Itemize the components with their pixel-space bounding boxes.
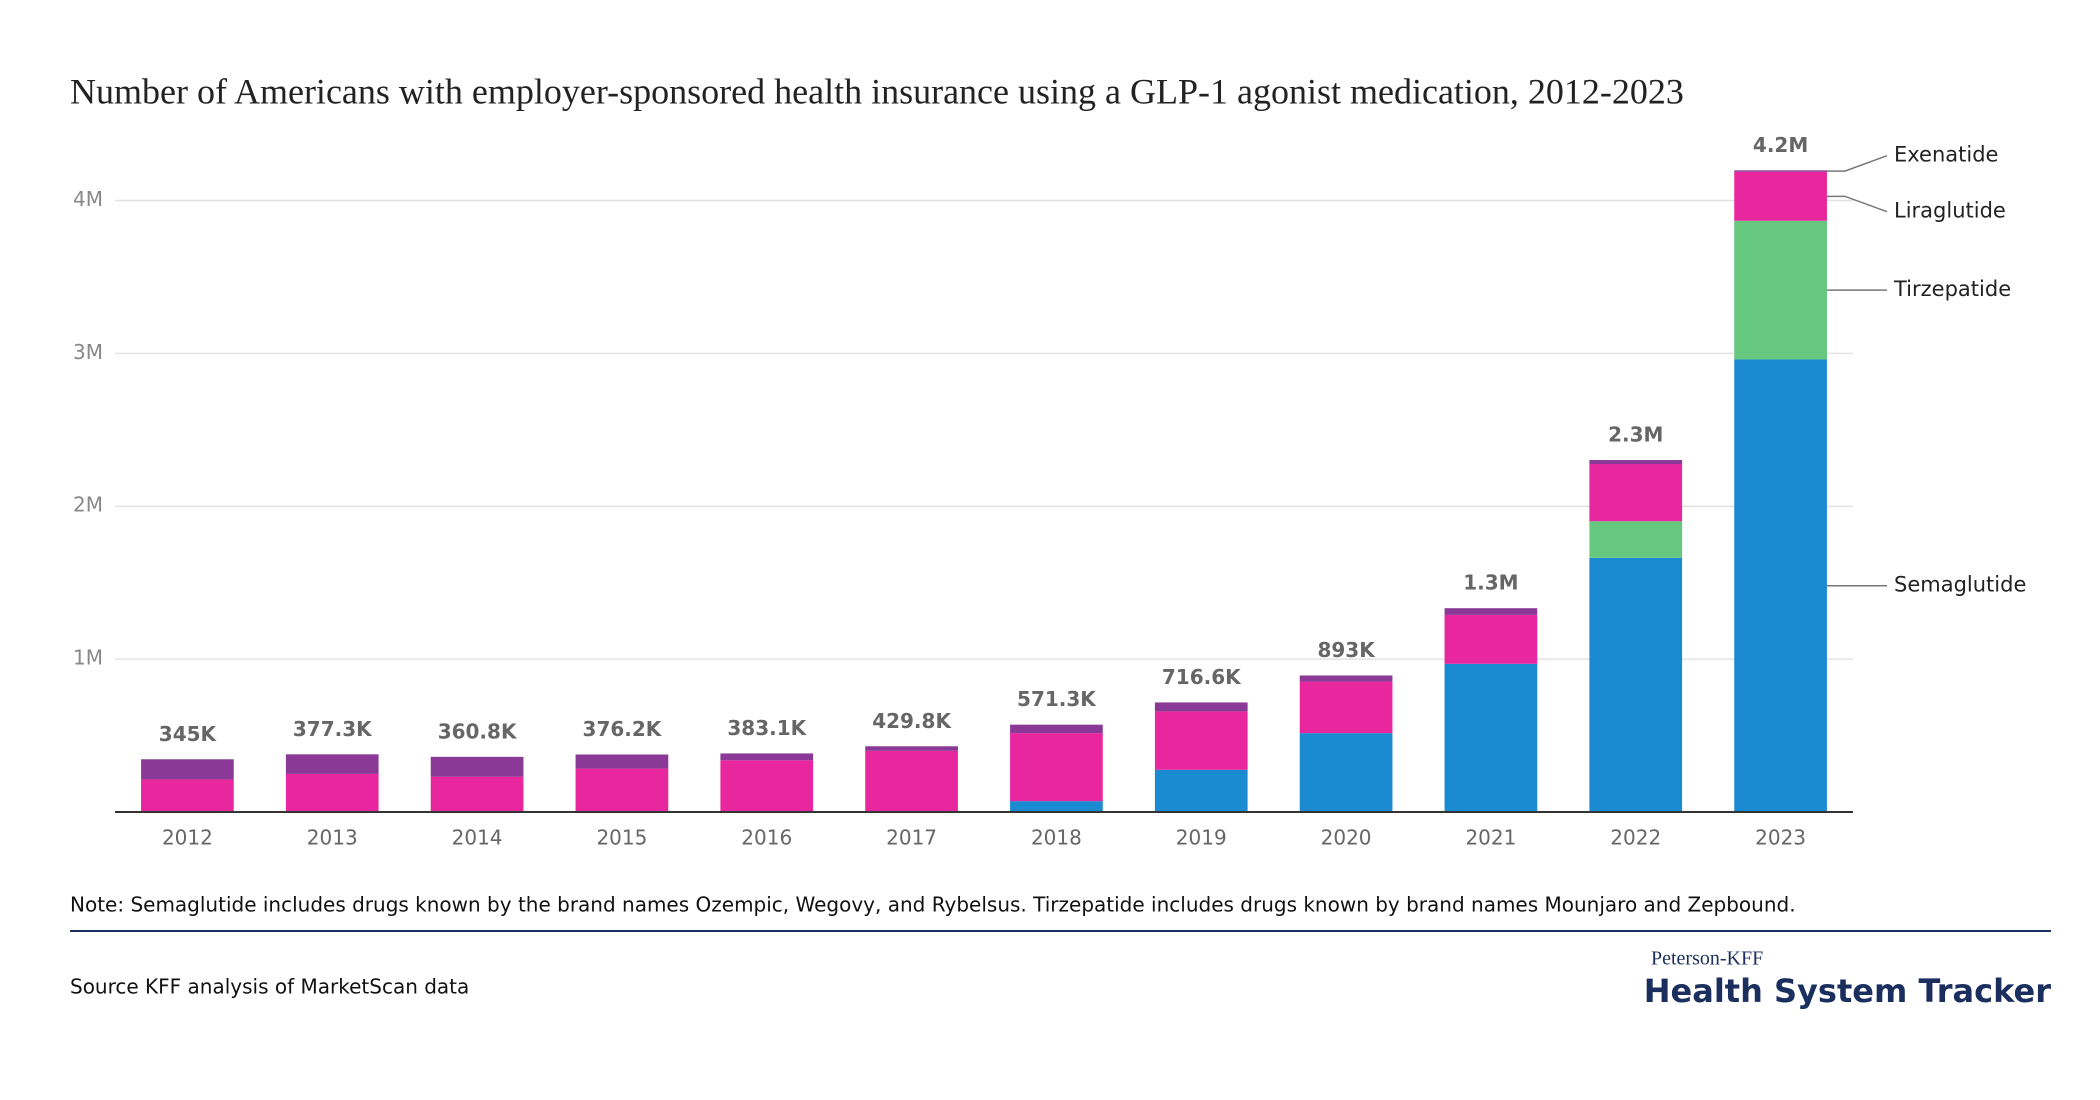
bar-segment	[1299, 681, 1393, 734]
total-label: 571.3K	[1017, 687, 1097, 711]
legend-label: Exenatide	[1894, 143, 1998, 167]
total-label: 345K	[159, 722, 218, 746]
legend-label: Liraglutide	[1894, 199, 2006, 223]
total-label: 1.3M	[1463, 571, 1518, 595]
bar-segment	[1444, 614, 1538, 664]
leader-line	[1826, 154, 1888, 172]
bar-segment	[575, 768, 669, 812]
x-tick-label: 2023	[1755, 826, 1806, 850]
brand-org: Peterson-KFF	[1651, 948, 1763, 970]
leader-line	[1826, 195, 1888, 213]
bar-segment	[285, 773, 379, 812]
bar-segment	[720, 753, 814, 761]
total-label: 376.2K	[583, 717, 663, 741]
bar-segment	[430, 776, 524, 812]
bar-segment	[1589, 464, 1683, 522]
legend-label: Tirzepatide	[1893, 277, 2011, 301]
bar-segment	[1154, 711, 1248, 770]
bar-segment	[1154, 769, 1248, 812]
x-tick-label: 2012	[162, 826, 213, 850]
legend-label: Semaglutide	[1894, 573, 2026, 597]
total-label: 360.8K	[438, 719, 518, 743]
bar-segment	[575, 754, 669, 769]
bar-segment	[1589, 521, 1683, 558]
x-tick-label: 2017	[886, 826, 937, 850]
total-label: 429.8K	[872, 709, 952, 733]
x-tick-label: 2019	[1176, 826, 1227, 850]
source: Source KFF analysis of MarketScan data	[70, 975, 469, 999]
bar-segment	[1010, 733, 1103, 802]
bar-segment	[141, 779, 234, 812]
note: Note: Semaglutide includes drugs known b…	[70, 893, 1796, 917]
x-tick-label: 2013	[307, 826, 358, 850]
bar-segment	[1010, 801, 1103, 812]
x-tick-label: 2014	[452, 826, 503, 850]
bar-segment	[1010, 724, 1103, 734]
total-label: 2.3M	[1608, 423, 1663, 447]
bar-segment	[141, 759, 234, 780]
x-tick-label: 2015	[596, 826, 647, 850]
bar-segment	[1734, 220, 1827, 360]
y-tick-label: 2M	[73, 493, 103, 517]
bar-segment	[865, 750, 958, 812]
bar-segment	[1734, 170, 1827, 172]
total-label: 893K	[1317, 638, 1376, 662]
x-tick-label: 2022	[1610, 826, 1661, 850]
x-tick-label: 2018	[1031, 826, 1082, 850]
y-tick-label: 1M	[73, 646, 103, 670]
bar-segment	[1299, 675, 1393, 682]
total-label: 716.6K	[1162, 665, 1242, 689]
total-label: 383.1K	[727, 716, 807, 740]
bar-segment	[1734, 171, 1827, 221]
total-label: 4.2M	[1753, 133, 1808, 157]
bar-segment	[1299, 733, 1393, 812]
x-tick-label: 2020	[1321, 826, 1372, 850]
bar-segment	[430, 756, 524, 777]
y-tick-label: 4M	[73, 187, 103, 211]
x-tick-label: 2021	[1465, 826, 1516, 850]
bar-segment	[1589, 460, 1683, 465]
bar-segment	[1734, 359, 1827, 812]
chart-title: Number of Americans with employer-sponso…	[70, 71, 1684, 111]
total-label: 377.3K	[293, 717, 373, 741]
bar-segment	[720, 760, 814, 812]
bar-segment	[1444, 608, 1538, 615]
brand-name: Health System Tracker	[1644, 972, 2051, 1010]
bar-segment	[865, 746, 958, 751]
x-tick-label: 2016	[741, 826, 792, 850]
bar-segment	[1589, 557, 1683, 812]
bar-segment	[1154, 702, 1248, 712]
bar-segment	[1444, 663, 1538, 812]
y-tick-label: 3M	[73, 340, 103, 364]
bar-segment	[285, 754, 379, 774]
